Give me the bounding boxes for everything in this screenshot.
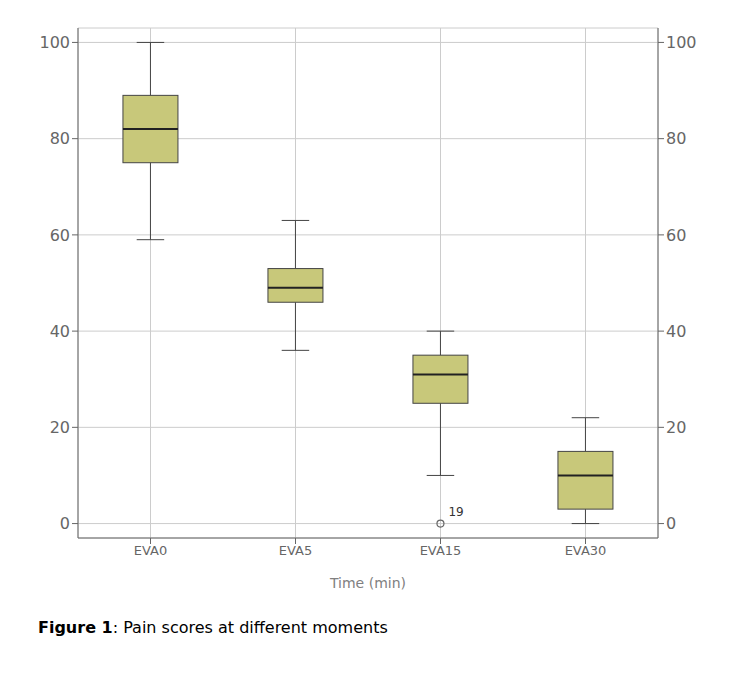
svg-text:40: 40 — [50, 322, 70, 341]
svg-text:40: 40 — [666, 322, 686, 341]
svg-text:EVA5: EVA5 — [279, 543, 312, 558]
svg-text:EVA30: EVA30 — [565, 543, 607, 558]
svg-text:60: 60 — [50, 226, 70, 245]
svg-text:Time (min): Time (min) — [329, 575, 406, 591]
svg-text:0: 0 — [60, 514, 70, 533]
svg-text:80: 80 — [666, 129, 686, 148]
svg-text:EVA15: EVA15 — [420, 543, 462, 558]
svg-text:20: 20 — [50, 418, 70, 437]
svg-text:80: 80 — [50, 129, 70, 148]
svg-text:100: 100 — [666, 33, 697, 52]
svg-text:19: 19 — [448, 505, 463, 519]
svg-text:20: 20 — [666, 418, 686, 437]
svg-text:100: 100 — [39, 33, 70, 52]
html-text:Figure 1: Pain scores at diffe: Figure 1: Pain scores at different momen… — [38, 618, 388, 637]
svg-text:EVA0: EVA0 — [134, 543, 167, 558]
svg-text:0: 0 — [666, 514, 676, 533]
svg-text:60: 60 — [666, 226, 686, 245]
